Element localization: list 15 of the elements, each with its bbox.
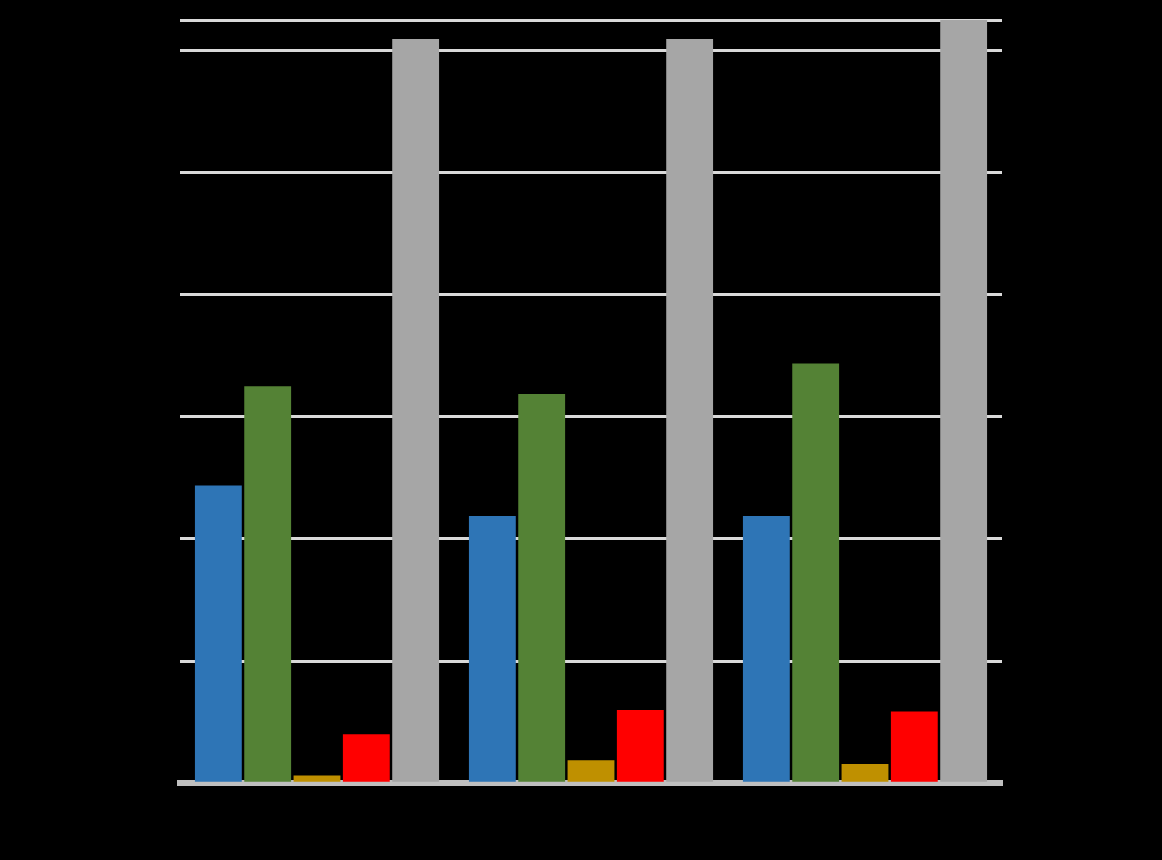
- bar: [616, 709, 664, 782]
- bar: [194, 485, 242, 782]
- bar: [841, 764, 889, 782]
- bar: [392, 39, 440, 782]
- bar: [518, 393, 566, 782]
- bar: [293, 775, 341, 782]
- bar: [244, 386, 292, 782]
- bar: [940, 20, 988, 782]
- bar: [666, 39, 714, 782]
- bar: [792, 363, 840, 782]
- bar: [468, 516, 516, 782]
- bar: [567, 760, 615, 782]
- bar: [742, 516, 790, 782]
- bar: [890, 711, 938, 782]
- bar: [342, 734, 390, 782]
